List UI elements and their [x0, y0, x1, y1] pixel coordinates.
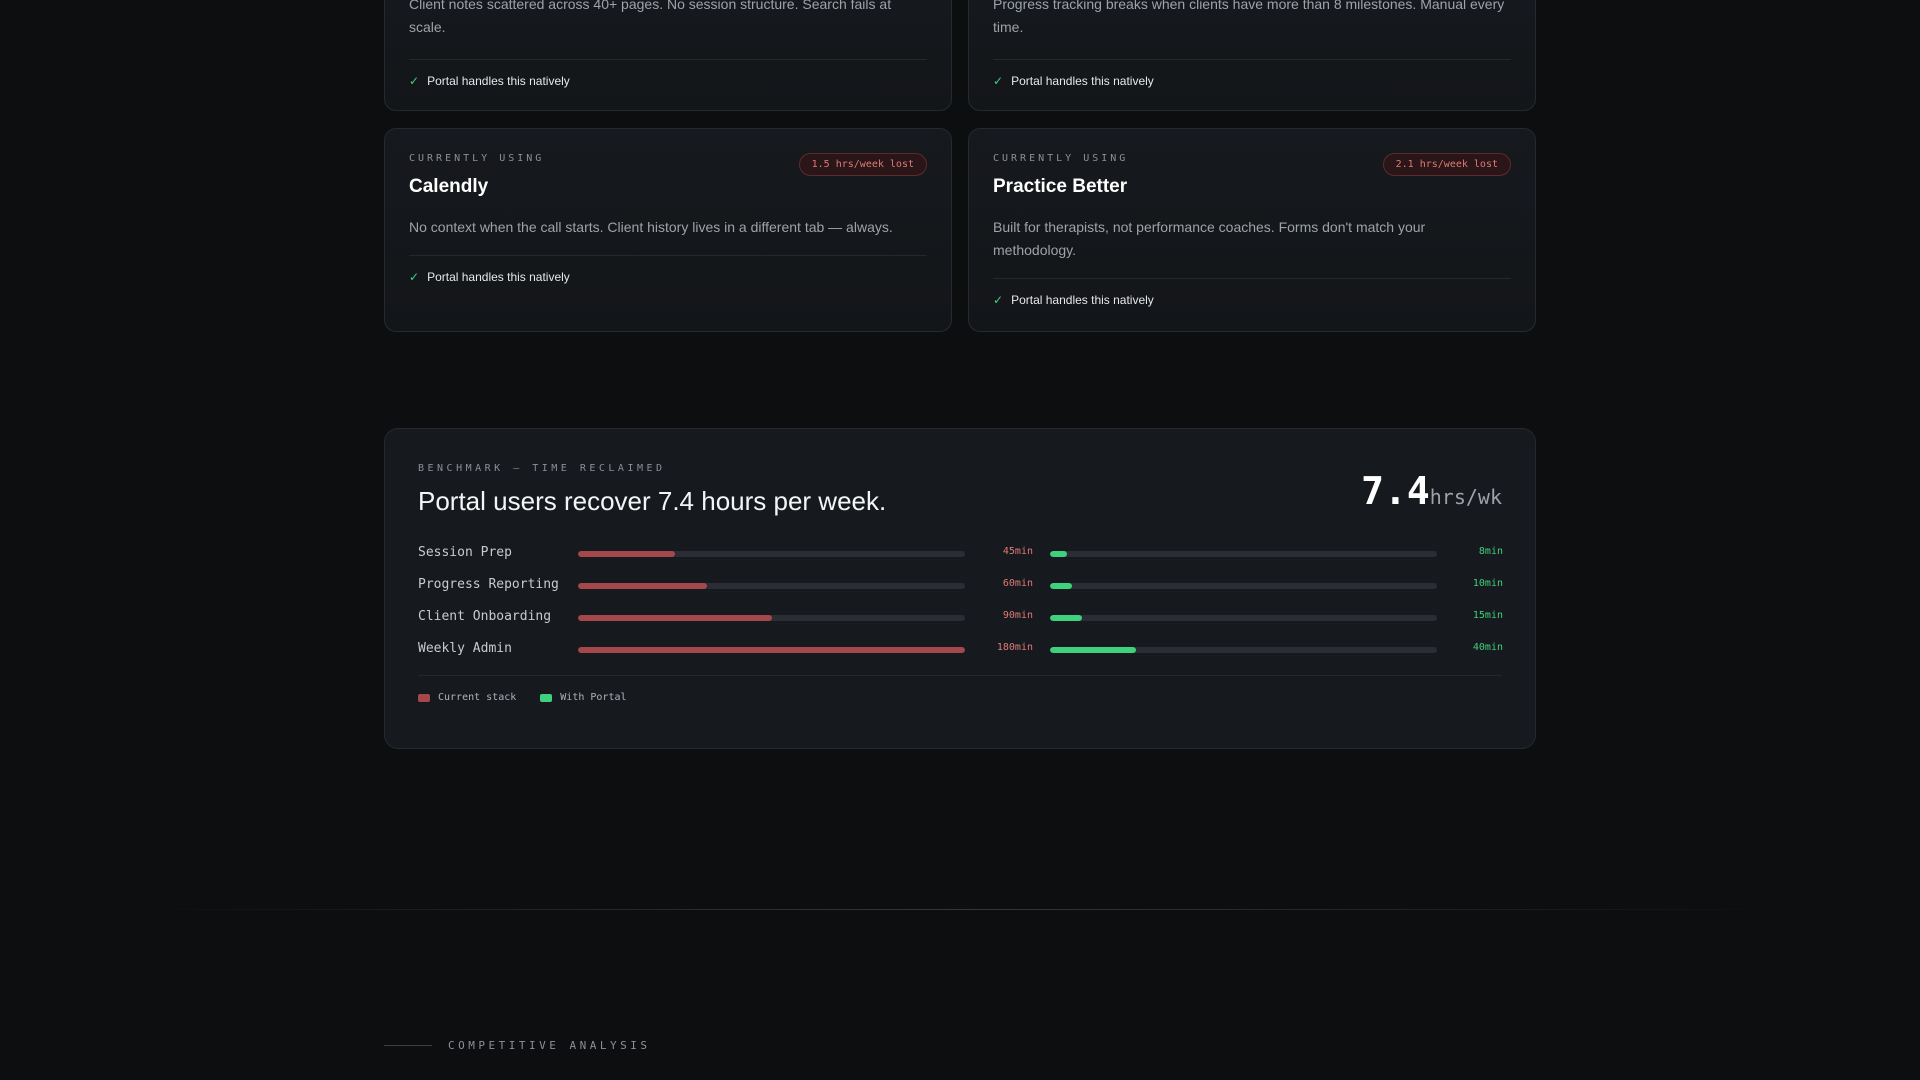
bar-value-current-stack: 180min: [996, 642, 1033, 653]
bar-with-portal: [1050, 615, 1083, 621]
chart-row: Weekly Admin 180min 40min: [418, 641, 1503, 673]
native-support-label: Portal handles this natively: [1011, 293, 1154, 307]
bar-track-current-stack: [578, 551, 965, 557]
bar-value-current-stack: 45min: [1002, 546, 1033, 557]
chart-category-label: Weekly Admin: [418, 641, 512, 656]
bar-track-with-portal: [1050, 551, 1437, 557]
card-divider: [409, 59, 927, 60]
bar-value-with-portal: 8min: [1478, 546, 1503, 557]
section-heading-line: [384, 1045, 432, 1046]
tool-card-eyebrow: CURRENTLY USING: [409, 153, 545, 164]
tool-card-practice-better: CURRENTLY USING Practice Better 2.1 hrs/…: [968, 128, 1536, 332]
bar-track-with-portal: [1050, 647, 1437, 653]
native-support-row: ✓ Portal handles this natively: [993, 60, 1154, 88]
benchmark-total: 7.4hrs/wk: [1361, 469, 1502, 513]
bar-track-current-stack: [578, 647, 965, 653]
legend-swatch-portal: [540, 693, 553, 702]
bar-value-with-portal: 40min: [1472, 642, 1503, 653]
check-icon: ✓: [993, 293, 1004, 307]
benchmark-panel: BENCHMARK — TIME RECLAIMED Portal users …: [384, 428, 1536, 749]
legend-item-current: Current stack: [418, 692, 516, 703]
tool-card-notion: Client notes scattered across 40+ pages.…: [384, 0, 952, 111]
time-lost-badge: 2.1 hrs/week lost: [1382, 153, 1511, 176]
bar-track-current-stack: [578, 583, 965, 589]
bar-current-stack: [578, 647, 965, 653]
legend-label-portal: With Portal: [560, 692, 627, 703]
benchmark-headline: Portal users recover 7.4 hours per week.: [418, 486, 887, 516]
bar-track-with-portal: [1050, 583, 1437, 589]
native-support-label: Portal handles this natively: [427, 270, 570, 284]
chart-row: Progress Reporting 60min 10min: [418, 577, 1503, 609]
check-icon: ✓: [409, 270, 420, 284]
tool-card-description: Built for therapists, not performance co…: [993, 219, 1426, 258]
native-support-row: ✓ Portal handles this natively: [409, 256, 927, 284]
tool-card-description: Progress tracking breaks when clients ha…: [993, 0, 1505, 35]
bar-current-stack: [578, 615, 772, 621]
bar-with-portal: [1050, 647, 1136, 653]
legend-label-current: Current stack: [438, 692, 517, 703]
chart-category-label: Client Onboarding: [418, 609, 552, 624]
legend-swatch-current: [418, 693, 430, 702]
bar-with-portal: [1050, 551, 1068, 557]
bar-value-current-stack: 60min: [1002, 578, 1033, 589]
native-support-row: ✓ Portal handles this natively: [993, 279, 1511, 307]
tool-card-name: Practice Better: [993, 176, 1128, 197]
card-divider: [993, 59, 1511, 60]
benchmark-total-value: 7.4: [1361, 469, 1430, 513]
check-icon: ✓: [409, 74, 420, 88]
section-heading: COMPETITIVE ANALYSIS: [384, 1039, 650, 1052]
legend-item-portal: With Portal: [540, 692, 627, 703]
chart-row: Session Prep 45min 8min: [418, 545, 1503, 577]
tool-card-name: Calendly: [409, 176, 489, 197]
bar-track-current-stack: [578, 615, 965, 621]
chart-category-label: Progress Reporting: [418, 577, 559, 592]
native-support-row: ✓ Portal handles this natively: [409, 60, 570, 88]
tool-card-description: No context when the call starts. Client …: [409, 219, 893, 235]
check-icon: ✓: [993, 74, 1004, 88]
chart-legend: Current stack With Portal: [418, 692, 1502, 703]
bar-with-portal: [1050, 583, 1072, 589]
tool-card-calendly: CURRENTLY USING Calendly 1.5 hrs/week lo…: [384, 128, 952, 332]
bar-track-with-portal: [1050, 615, 1437, 621]
bar-value-with-portal: 15min: [1472, 610, 1503, 621]
time-lost-badge: 1.5 hrs/week lost: [798, 153, 927, 176]
benchmark-divider: [418, 675, 1502, 676]
bar-current-stack: [578, 583, 707, 589]
tool-card-eyebrow: CURRENTLY USING: [993, 153, 1129, 164]
bar-value-with-portal: 10min: [1472, 578, 1503, 589]
tool-card-description: Client notes scattered across 40+ pages.…: [409, 0, 892, 35]
benchmark-eyebrow: BENCHMARK — TIME RECLAIMED: [418, 463, 666, 474]
bar-value-current-stack: 90min: [1002, 610, 1033, 621]
chart-row: Client Onboarding 90min 15min: [418, 609, 1503, 641]
card-divider: [993, 278, 1511, 279]
native-support-label: Portal handles this natively: [427, 74, 570, 88]
card-divider: [409, 255, 927, 256]
benchmark-total-unit: hrs/wk: [1429, 485, 1502, 509]
bar-current-stack: [578, 551, 675, 557]
section-separator: [128, 909, 1792, 910]
section-heading-text: COMPETITIVE ANALYSIS: [448, 1039, 651, 1052]
native-support-label: Portal handles this natively: [1011, 74, 1154, 88]
benchmark-chart: Session Prep 45min 8min Progress Reporting 6…: [418, 545, 1503, 673]
chart-category-label: Session Prep: [418, 545, 512, 560]
tool-card-trainerize: Progress tracking breaks when clients ha…: [968, 0, 1536, 111]
